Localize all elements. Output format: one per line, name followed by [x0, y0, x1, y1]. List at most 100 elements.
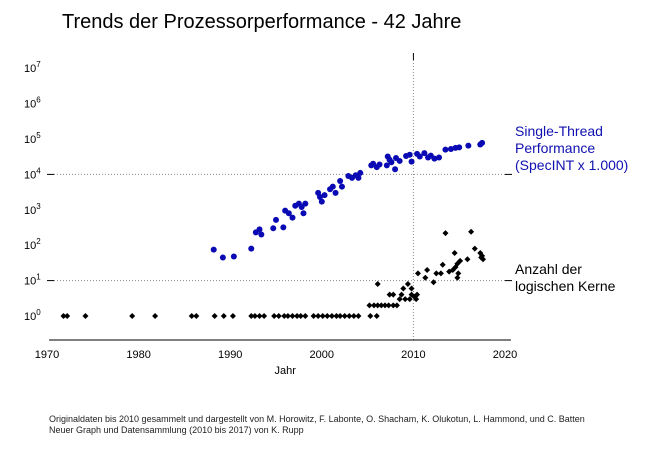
- single-thread-point: [302, 200, 309, 207]
- logical-cores-point: [390, 291, 397, 298]
- single-thread-point: [316, 193, 323, 200]
- single-thread-point: [408, 158, 415, 165]
- logical-cores-point: [442, 230, 449, 237]
- x-tick-label: 1990: [218, 349, 242, 361]
- legend-logical-cores-line-1: Anzahl der: [515, 261, 582, 277]
- single-thread-point: [338, 183, 345, 190]
- logical-cores-point: [404, 281, 411, 288]
- single-thread-point: [416, 153, 423, 160]
- legend-logical-cores-line-2: logischen Kerne: [515, 278, 616, 294]
- logical-cores-point: [297, 313, 304, 319]
- single-thread-point: [280, 224, 287, 231]
- logical-cores-point: [328, 313, 335, 319]
- single-thread-point: [392, 166, 399, 173]
- single-thread-point: [355, 174, 362, 181]
- single-thread-point: [258, 231, 265, 238]
- logical-cores-point: [82, 313, 89, 319]
- logical-cores-point: [374, 302, 381, 309]
- logical-cores-point: [60, 313, 67, 319]
- logical-cores-point: [457, 257, 464, 264]
- single-thread-point: [436, 154, 443, 161]
- legend-single-thread-line-2: Performance: [515, 140, 595, 156]
- x-tick-label: 2020: [493, 349, 517, 361]
- single-thread-point: [332, 189, 339, 196]
- x-tick-label: 2000: [310, 349, 334, 361]
- chart-title: Trends der Prozessorperformance - 42 Jah…: [62, 11, 461, 33]
- logical-cores-point: [455, 270, 462, 277]
- x-tick-label: 2010: [401, 349, 425, 361]
- logical-cores-point: [396, 296, 403, 303]
- single-thread-point: [230, 253, 237, 260]
- logical-cores-point: [220, 313, 227, 319]
- single-thread-point: [289, 214, 296, 221]
- logical-cores-point: [402, 296, 409, 303]
- legend-logical-cores: Anzahl der logischen Kerne: [515, 261, 616, 294]
- single-thread-point: [321, 192, 328, 199]
- logical-cores-point: [284, 313, 291, 319]
- logical-cores-point: [400, 285, 407, 292]
- logical-cores-point: [454, 274, 461, 281]
- logical-cores-point: [382, 302, 389, 309]
- logical-cores-point: [424, 266, 431, 273]
- logical-cores-point: [478, 254, 485, 261]
- logical-cores-point: [451, 250, 458, 257]
- logical-cores-point: [371, 302, 378, 309]
- x-tick-label: 1970: [35, 349, 59, 361]
- single-thread-point: [384, 153, 391, 160]
- logical-cores-point: [471, 245, 478, 252]
- y-tick-label: 106: [24, 96, 41, 111]
- single-thread-point: [357, 169, 364, 176]
- logical-cores-point: [464, 256, 471, 263]
- logical-cores-point: [414, 270, 421, 277]
- single-thread-point: [406, 151, 413, 158]
- logical-cores-point: [333, 313, 340, 319]
- single-thread-point: [431, 155, 438, 162]
- single-thread-point: [465, 142, 472, 149]
- credits-line-1: Originaldaten bis 2010 gesammelt und dar…: [49, 414, 585, 424]
- single-thread-point: [248, 245, 255, 252]
- credits: Originaldaten bis 2010 gesammelt und dar…: [49, 414, 585, 436]
- single-thread-point: [442, 146, 449, 153]
- single-thread-point: [273, 216, 279, 223]
- single-thread-point: [285, 210, 292, 217]
- logical-cores-point: [385, 302, 392, 309]
- logical-cores-point: [355, 313, 362, 319]
- logical-cores-point: [294, 313, 301, 319]
- logical-cores-point: [346, 313, 353, 319]
- single-thread-point: [318, 198, 325, 205]
- logical-cores-point: [271, 313, 278, 319]
- single-thread-point: [376, 161, 383, 168]
- y-axis-ticks: 100 101 102 103 104 105 106 107: [24, 60, 41, 323]
- logical-cores-point: [430, 279, 437, 286]
- logical-cores-point: [373, 313, 380, 319]
- logical-cores-point: [275, 313, 282, 319]
- logical-cores-point: [289, 313, 296, 319]
- series-logical-cores: [60, 228, 487, 319]
- single-thread-point: [300, 210, 307, 217]
- logical-cores-point: [251, 313, 258, 319]
- logical-cores-point: [324, 313, 331, 319]
- single-thread-point: [383, 162, 390, 169]
- logical-cores-point: [414, 291, 421, 298]
- single-thread-point: [270, 225, 277, 232]
- single-thread-point: [479, 139, 486, 146]
- logical-cores-point: [315, 313, 322, 319]
- logical-cores-point: [211, 313, 218, 319]
- single-thread-point: [256, 226, 263, 233]
- logical-cores-point: [390, 302, 397, 309]
- single-thread-point: [337, 178, 344, 185]
- logical-cores-point: [193, 313, 200, 319]
- logical-cores-point: [393, 302, 400, 309]
- logical-cores-point: [129, 313, 136, 319]
- logical-cores-point: [337, 313, 344, 319]
- y-tick-label: 103: [24, 202, 41, 217]
- legend-single-thread: Single-Thread Performance (SpecINT x 1.0…: [515, 123, 628, 173]
- logical-cores-point: [302, 313, 309, 319]
- y-tick-label: 104: [24, 166, 41, 181]
- series-single-thread: [210, 139, 486, 261]
- y-tick-label: 102: [24, 237, 41, 252]
- logical-cores-point: [408, 285, 415, 292]
- single-thread-point: [456, 144, 463, 151]
- logical-cores-point: [248, 313, 255, 319]
- logical-cores-point: [350, 313, 357, 319]
